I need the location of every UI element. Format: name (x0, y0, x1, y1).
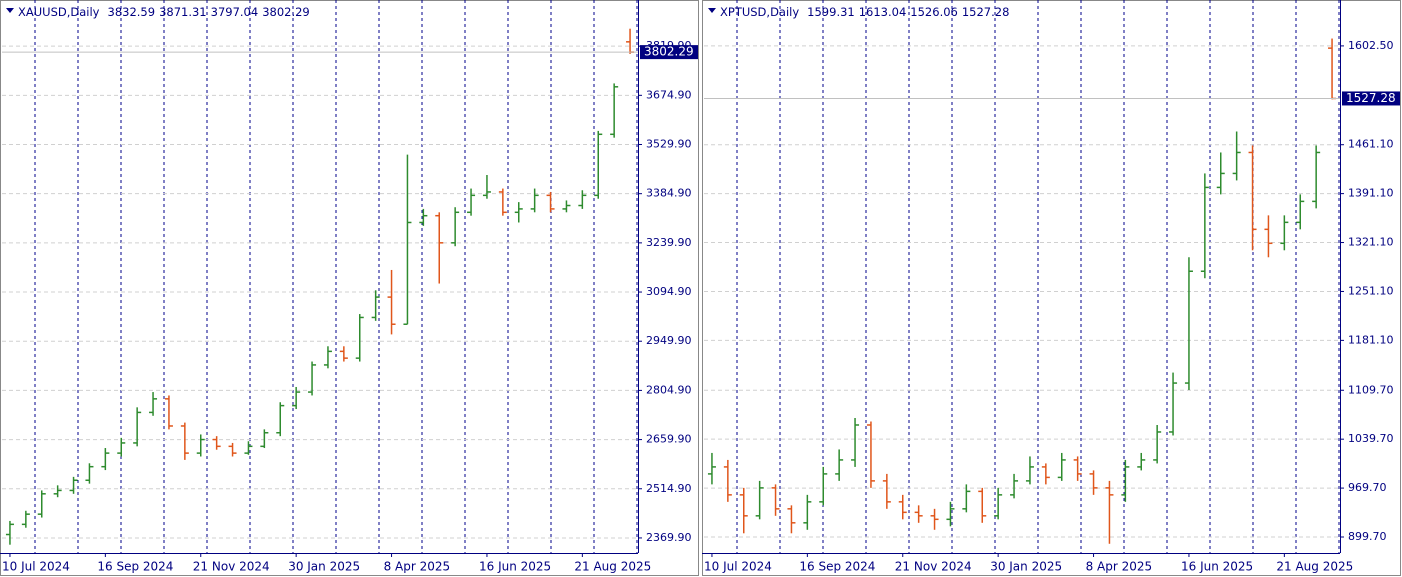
x-tick-label: 21 Aug 2025 (574, 560, 651, 574)
header-open: 1599.31 (807, 5, 855, 19)
x-tick-label: 30 Jan 2025 (990, 560, 1062, 574)
menu-triangle[interactable] (6, 8, 14, 13)
x-tick-label: 8 Apr 2025 (1086, 560, 1153, 574)
y-tick-label: 969.70 (1348, 481, 1387, 494)
x-tick-label: 10 Jul 2024 (2, 560, 70, 574)
y-tick-label: 3674.90 (646, 88, 692, 101)
menu-triangle[interactable] (708, 8, 716, 13)
price-marker (640, 45, 698, 60)
header-low: 3797.04 (211, 5, 259, 19)
x-tick-label: 10 Jul 2024 (704, 560, 772, 574)
chart-header: XPTUSD,Daily 1599.31 1613.04 1526.06 1527.28 (720, 5, 1009, 19)
header-close: 1527.28 (962, 5, 1010, 19)
header-close: 3802.29 (262, 5, 310, 19)
price-marker-label: 3802.29 (644, 45, 694, 59)
y-tick-label: 1181.10 (1348, 333, 1394, 346)
header-low: 1526.06 (910, 5, 958, 19)
x-tick-label: 16 Jun 2025 (1181, 560, 1253, 574)
x-tick-label: 16 Sep 2024 (97, 560, 173, 574)
symbol: XPTUSD,Daily (720, 5, 799, 19)
y-tick-label: 1109.70 (1348, 383, 1394, 396)
x-tick-label: 21 Nov 2024 (895, 560, 972, 574)
x-tick-label: 8 Apr 2025 (384, 560, 451, 574)
y-tick-label: 2804.90 (646, 383, 692, 396)
y-tick-label: 1251.10 (1348, 284, 1394, 297)
x-tick-label: 21 Nov 2024 (193, 560, 270, 574)
y-tick-label: 1391.10 (1348, 187, 1394, 200)
x-tick-label: 30 Jan 2025 (288, 560, 360, 574)
y-tick-label: 899.70 (1348, 530, 1387, 543)
y-tick-label: 1321.10 (1348, 236, 1394, 249)
y-tick-label: 2949.90 (646, 334, 692, 347)
header-high: 1613.04 (859, 5, 907, 19)
y-tick-label: 2369.90 (646, 531, 692, 544)
y-tick-label: 1602.50 (1348, 39, 1394, 52)
price-marker (1342, 91, 1400, 106)
header-open: 3832.59 (108, 5, 156, 19)
symbol: XAUUSD,Daily (18, 5, 100, 19)
y-tick-label: 2514.90 (646, 482, 692, 495)
y-tick-label: 2659.90 (646, 433, 692, 446)
header-high: 3871.31 (159, 5, 207, 19)
x-tick-label: 16 Jun 2025 (479, 560, 551, 574)
y-tick-label: 1461.10 (1348, 138, 1394, 151)
x-tick-label: 16 Sep 2024 (799, 560, 875, 574)
y-tick-label: 1039.70 (1348, 432, 1394, 445)
price-marker-label: 1527.28 (1346, 91, 1396, 105)
y-tick-label: 3094.90 (646, 285, 692, 298)
x-tick-label: 21 Aug 2025 (1276, 560, 1353, 574)
y-tick-label: 3529.90 (646, 138, 692, 151)
panel-border (0, 0, 699, 576)
panel-border (702, 0, 1401, 576)
chart-header: XAUUSD,Daily 3832.59 3871.31 3797.04 3802.29 (18, 5, 310, 19)
y-tick-label: 3384.90 (646, 187, 692, 200)
y-tick-label: 3239.90 (646, 236, 692, 249)
